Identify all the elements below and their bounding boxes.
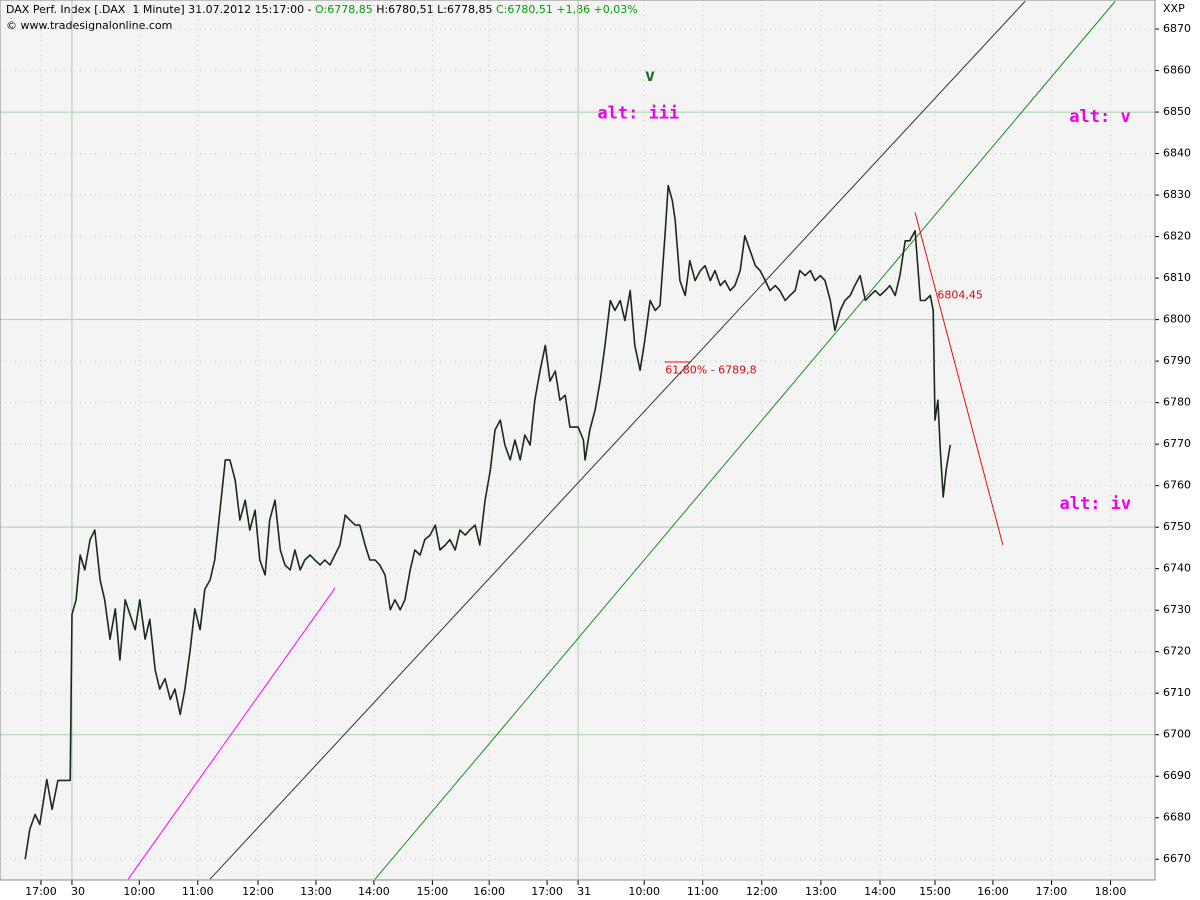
x-tick-label: 16:00: [977, 885, 1009, 898]
y-tick-label: 6860: [1163, 64, 1191, 77]
annotation: v: [645, 66, 655, 86]
x-tick-label: 17:00: [531, 885, 563, 898]
y-tick-label: 6790: [1163, 354, 1191, 367]
header-part: O:6778,85: [315, 3, 373, 16]
x-tick-label: 11:00: [182, 885, 214, 898]
annotation: alt: v: [1069, 107, 1130, 127]
header-part: C:6780,51 +1,86 +0,03%: [496, 3, 638, 16]
x-tick-label: 12:00: [242, 885, 274, 898]
annotation: alt: iii: [597, 104, 679, 124]
y-tick-label: 6850: [1163, 105, 1191, 118]
y-tick-label: 6830: [1163, 188, 1191, 201]
annotation: alt: iv: [1059, 494, 1131, 514]
trendline: [914, 212, 1004, 546]
y-tick-label: 6760: [1163, 479, 1191, 492]
x-tick-label: 17:00: [25, 885, 57, 898]
annotation: 6804,45: [937, 289, 983, 302]
y-tick-label: 6810: [1163, 271, 1191, 284]
x-tick-label: 14:00: [358, 885, 390, 898]
trendline: [127, 587, 336, 880]
y-tick-label: 6780: [1163, 396, 1191, 409]
symbol: XXP: [1163, 2, 1185, 15]
y-tick-label: 6730: [1163, 603, 1191, 616]
y-tick-label: 6680: [1163, 811, 1191, 824]
annotation: 61,80% - 6789,8: [665, 363, 756, 376]
x-tick-label: 12:00: [746, 885, 778, 898]
x-tick-label: 13:00: [805, 885, 837, 898]
y-tick-label: 6690: [1163, 769, 1191, 782]
header-part: H:6780,51 L:6778,85: [373, 3, 496, 16]
price-line: [24, 184, 951, 860]
source: © www.tradesignalonline.com: [6, 19, 172, 32]
trendline: [209, 0, 1026, 880]
y-tick-label: 6870: [1163, 22, 1191, 35]
x-tick-label: 15:00: [417, 885, 449, 898]
x-tick-label: 14:00: [864, 885, 896, 898]
header-part: DAX Perf. Index [.DAX 1 Minute] 31.07.20…: [6, 3, 315, 16]
x-tick-label: 11:00: [687, 885, 719, 898]
y-tick-label: 6750: [1163, 520, 1191, 533]
x-tick-label: 30: [71, 885, 85, 898]
x-tick-label: 18:00: [1095, 885, 1127, 898]
header: DAX Perf. Index [.DAX 1 Minute] 31.07.20…: [6, 3, 638, 16]
y-tick-label: 6720: [1163, 645, 1191, 658]
x-tick-label: 17:00: [1036, 885, 1068, 898]
plot-border: [0, 0, 1156, 881]
x-tick-label: 15:00: [919, 885, 951, 898]
y-tick-label: 6670: [1163, 852, 1191, 865]
y-tick-label: 6740: [1163, 562, 1191, 575]
y-tick-label: 6770: [1163, 437, 1191, 450]
x-tick-label: 16:00: [473, 885, 505, 898]
x-tick-label: 31: [577, 885, 591, 898]
x-tick-label: 10:00: [628, 885, 660, 898]
y-tick-label: 6700: [1163, 728, 1191, 741]
plot-area: [0, 0, 1156, 881]
y-tick-label: 6840: [1163, 147, 1191, 160]
y-tick-label: 6710: [1163, 686, 1191, 699]
x-tick-label: 10:00: [123, 885, 155, 898]
x-tick-label: 13:00: [300, 885, 332, 898]
y-tick-label: 6820: [1163, 230, 1191, 243]
trendline: [374, 0, 1116, 880]
y-tick-label: 6800: [1163, 313, 1191, 326]
